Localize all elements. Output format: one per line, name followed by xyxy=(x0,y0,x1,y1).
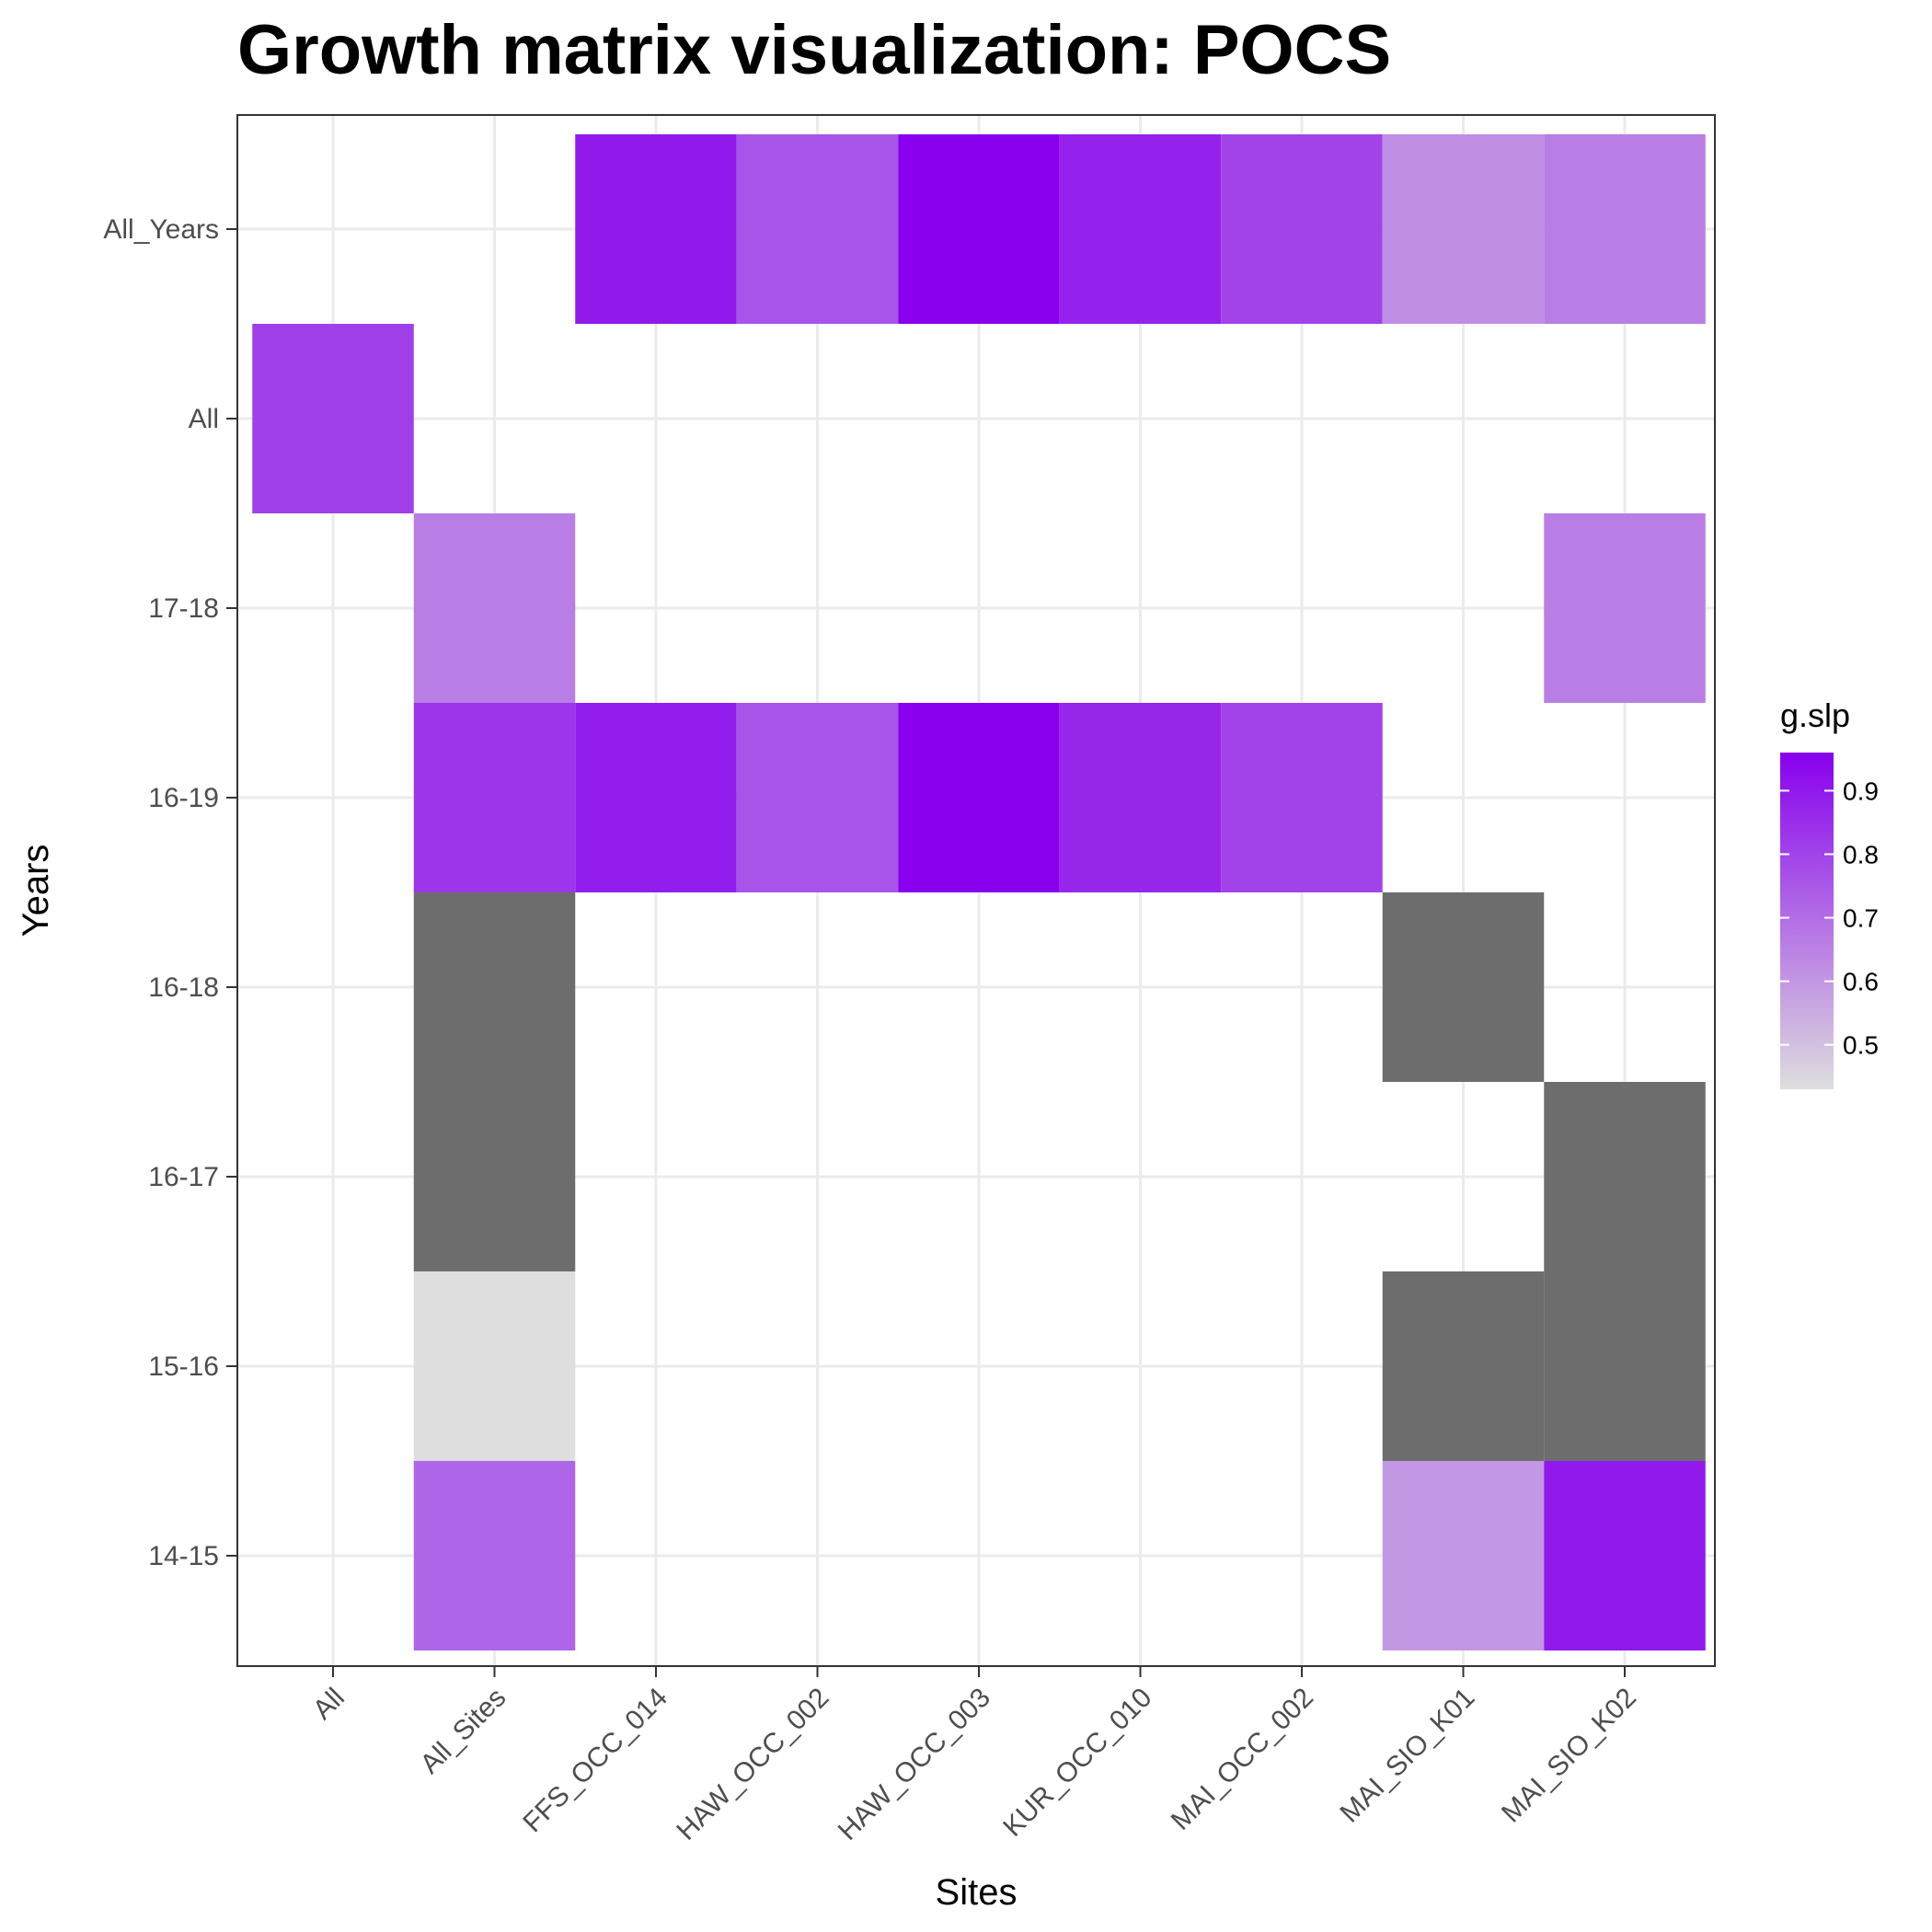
y-axis: All_Years All 17-18 16-19 16-18 16-17 15-16 14-… xyxy=(103,214,237,1571)
heatmap-cell xyxy=(1059,703,1222,892)
heatmap-cell xyxy=(413,1461,576,1650)
legend-colorbar xyxy=(1780,753,1834,1089)
heatmap-cell xyxy=(575,134,737,324)
heatmap-cell xyxy=(413,703,576,892)
heatmap-cell xyxy=(1544,513,1706,703)
heatmap-cell xyxy=(252,324,414,513)
heatmap-cell xyxy=(1382,1271,1545,1461)
legend-tick-label: 0.6 xyxy=(1843,968,1879,996)
legend: g.slp 0.5 0.6 0.7 0.8 0.9 xyxy=(1780,696,1879,1089)
heatmap-cell xyxy=(575,703,737,892)
heatmap-cell xyxy=(1059,134,1222,324)
x-axis: All All_Sites FFS_OCC_014HAW_OCC_002HAW_OC… xyxy=(307,1666,1642,1846)
x-tick-label: HAW_OCC_002 xyxy=(671,1683,834,1846)
heatmap-cell xyxy=(413,892,576,1082)
heatmap-cell xyxy=(1544,1271,1706,1461)
heatmap-cells xyxy=(252,134,1706,1650)
y-tick-label: 15-16 xyxy=(148,1351,219,1382)
y-tick-label: 16-17 xyxy=(148,1162,219,1192)
legend-tick-label: 0.7 xyxy=(1843,904,1879,933)
heatmap-cell xyxy=(898,703,1060,892)
x-tick-label: All_Sites xyxy=(415,1683,512,1780)
x-tick-label: MAI_SIO_K02 xyxy=(1496,1683,1642,1829)
y-tick-label: 17-18 xyxy=(148,593,219,624)
heatmap-cell xyxy=(736,703,899,892)
y-tick-label: All xyxy=(189,404,219,434)
legend-tick-label: 0.5 xyxy=(1843,1031,1879,1060)
heatmap-cell xyxy=(1544,1082,1706,1271)
legend-tick-label: 0.8 xyxy=(1843,840,1879,868)
x-tick-label: All xyxy=(307,1683,351,1726)
y-tick-label: 16-18 xyxy=(148,972,219,1003)
heatmap-cell xyxy=(736,134,899,324)
chart-title: Growth matrix visualization: POCS xyxy=(237,11,1391,89)
legend-ticks: 0.5 0.6 0.7 0.8 0.9 xyxy=(1780,776,1879,1060)
x-tick-label: HAW_OCC_003 xyxy=(833,1683,996,1846)
heatmap-cell xyxy=(1544,1461,1706,1650)
heatmap-cell xyxy=(413,1082,576,1271)
heatmap-cell xyxy=(1221,134,1383,324)
x-axis-title: Sites xyxy=(936,1872,1018,1913)
x-tick-label: KUR_OCC_010 xyxy=(997,1683,1157,1843)
legend-tick-label: 0.9 xyxy=(1843,776,1879,805)
heatmap-cell xyxy=(413,1271,576,1461)
y-axis-title: Years xyxy=(16,845,56,937)
y-tick-label: 16-19 xyxy=(148,783,219,813)
heatmap-cell xyxy=(1544,134,1706,324)
heatmap-cell xyxy=(1382,1461,1545,1650)
y-tick-label: 14-15 xyxy=(148,1541,219,1571)
heatmap-cell xyxy=(413,513,576,703)
heatmap-cell xyxy=(898,134,1060,324)
legend-title: g.slp xyxy=(1780,696,1850,734)
x-tick-label: FFS_OCC_014 xyxy=(517,1683,673,1839)
heatmap-cell xyxy=(1382,134,1545,324)
heatmap-cell xyxy=(1382,892,1545,1082)
heatmap-cell xyxy=(1221,703,1383,892)
x-tick-label: MAI_SIO_K01 xyxy=(1335,1683,1481,1829)
x-tick-label: MAI_OCC_002 xyxy=(1166,1683,1319,1836)
y-tick-label: All_Years xyxy=(103,214,219,245)
plot-border xyxy=(236,114,1716,1667)
